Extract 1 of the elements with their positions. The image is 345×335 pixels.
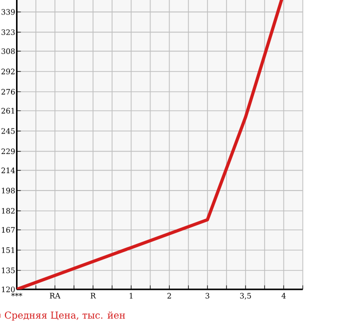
legend-label: Средняя Цена, тыс. йен bbox=[4, 312, 125, 321]
